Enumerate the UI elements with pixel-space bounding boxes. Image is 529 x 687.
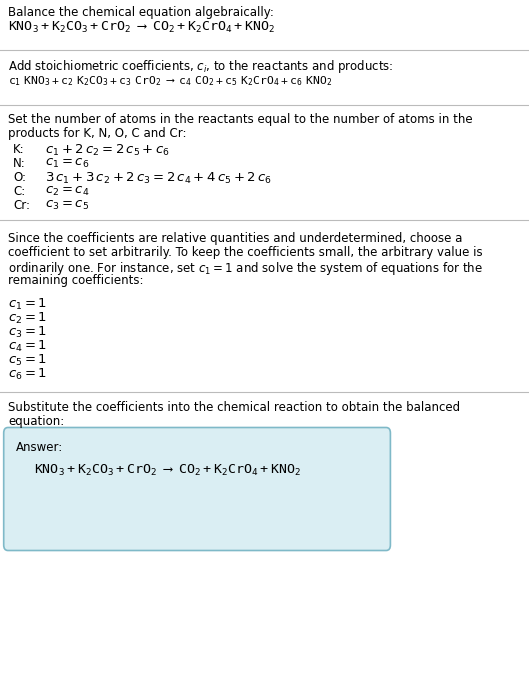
Text: $\mathtt{KNO_3 + K_2CO_3 + CrO_2 \ {\longrightarrow} \ CO_2 + K_2CrO_4 + KNO_2}$: $\mathtt{KNO_3 + K_2CO_3 + CrO_2 \ {\lon… bbox=[34, 463, 302, 478]
FancyBboxPatch shape bbox=[4, 427, 390, 550]
Text: $c_3 = c_5$: $c_3 = c_5$ bbox=[45, 199, 89, 212]
Text: $c_1 = 1$: $c_1 = 1$ bbox=[8, 297, 47, 312]
Text: $3\,c_1 + 3\,c_2 + 2\,c_3 = 2\,c_4 + 4\,c_5 + 2\,c_6$: $3\,c_1 + 3\,c_2 + 2\,c_3 = 2\,c_4 + 4\,… bbox=[45, 171, 272, 186]
Text: $c_1 = c_6$: $c_1 = c_6$ bbox=[45, 157, 89, 170]
Text: $c_1 + 2\,c_2 = 2\,c_5 + c_6$: $c_1 + 2\,c_2 = 2\,c_5 + c_6$ bbox=[45, 143, 170, 158]
Text: $\mathtt{KNO_3 + K_2CO_3 + CrO_2 \ {\longrightarrow} \ CO_2 + K_2CrO_4 + KNO_2}$: $\mathtt{KNO_3 + K_2CO_3 + CrO_2 \ {\lon… bbox=[8, 20, 275, 35]
Text: Since the coefficients are relative quantities and underdetermined, choose a: Since the coefficients are relative quan… bbox=[8, 232, 462, 245]
Text: Balance the chemical equation algebraically:: Balance the chemical equation algebraica… bbox=[8, 6, 274, 19]
Text: O:: O: bbox=[13, 171, 26, 184]
Text: $c_3 = 1$: $c_3 = 1$ bbox=[8, 325, 47, 340]
Text: $c_4 = 1$: $c_4 = 1$ bbox=[8, 339, 47, 354]
Text: K:: K: bbox=[13, 143, 25, 156]
Text: C:: C: bbox=[13, 185, 25, 198]
Text: Set the number of atoms in the reactants equal to the number of atoms in the: Set the number of atoms in the reactants… bbox=[8, 113, 472, 126]
Text: $c_2 = c_4$: $c_2 = c_4$ bbox=[45, 185, 89, 198]
Text: $c_6 = 1$: $c_6 = 1$ bbox=[8, 367, 47, 382]
Text: $c_2 = 1$: $c_2 = 1$ bbox=[8, 311, 47, 326]
Text: equation:: equation: bbox=[8, 415, 64, 428]
Text: $c_5 = 1$: $c_5 = 1$ bbox=[8, 353, 47, 368]
Text: coefficient to set arbitrarily. To keep the coefficients small, the arbitrary va: coefficient to set arbitrarily. To keep … bbox=[8, 246, 482, 259]
Text: products for K, N, O, C and Cr:: products for K, N, O, C and Cr: bbox=[8, 127, 186, 140]
Text: remaining coefficients:: remaining coefficients: bbox=[8, 274, 143, 287]
Text: Answer:: Answer: bbox=[16, 441, 63, 454]
Text: Substitute the coefficients into the chemical reaction to obtain the balanced: Substitute the coefficients into the che… bbox=[8, 401, 460, 414]
Text: N:: N: bbox=[13, 157, 26, 170]
Text: ordinarily one. For instance, set $c_1 = 1$ and solve the system of equations fo: ordinarily one. For instance, set $c_1 =… bbox=[8, 260, 483, 277]
Text: Cr:: Cr: bbox=[13, 199, 30, 212]
Text: $\mathtt{c_1\ KNO_3 + c_2\ K_2CO_3 + c_3\ CrO_2 \ {\longrightarrow} \ c_4\ CO_2 : $\mathtt{c_1\ KNO_3 + c_2\ K_2CO_3 + c_3… bbox=[8, 74, 332, 88]
Text: Add stoichiometric coefficients, $c_i$, to the reactants and products:: Add stoichiometric coefficients, $c_i$, … bbox=[8, 58, 394, 75]
